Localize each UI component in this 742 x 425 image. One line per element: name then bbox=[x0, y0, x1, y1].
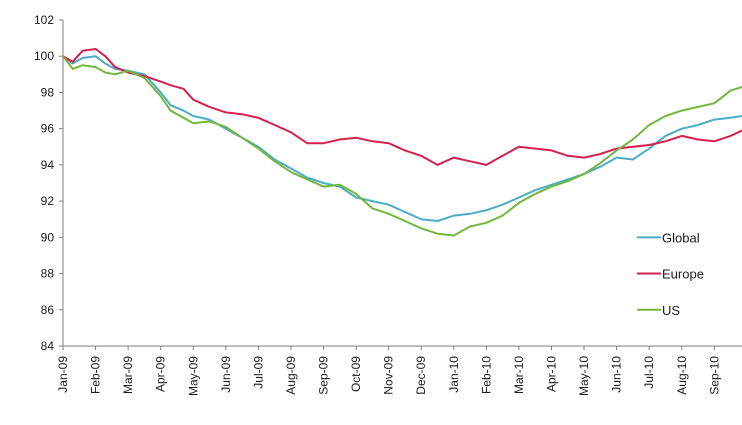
x-tick-label: Jan-09 bbox=[56, 356, 70, 393]
series-layer bbox=[62, 48, 742, 237]
series-line-europe bbox=[62, 48, 742, 166]
x-tick-label: May-10 bbox=[577, 356, 591, 396]
x-tick-label: Dec-09 bbox=[414, 356, 428, 395]
y-tick-label: 90 bbox=[41, 230, 55, 244]
x-tick-label: Nov-09 bbox=[382, 356, 396, 395]
x-tick-label: May-09 bbox=[186, 356, 200, 396]
series-line-global bbox=[62, 55, 742, 222]
legend-label-global: Global bbox=[662, 230, 700, 245]
x-tick-label: Jun-09 bbox=[219, 356, 233, 393]
legend-label-us: US bbox=[662, 303, 680, 318]
y-tick-label: 84 bbox=[41, 339, 55, 353]
x-tick-label: Aug-10 bbox=[675, 356, 689, 395]
x-tick-label: Jul-09 bbox=[251, 356, 265, 389]
x-tick-label: Mar-09 bbox=[121, 356, 135, 394]
legend-label-europe: Europe bbox=[662, 267, 704, 282]
x-axis: Jan-09 Feb-09 Mar-09 Apr-09 May-09 Jun-09 Jul-… bbox=[56, 345, 742, 396]
y-tick-label: 102 bbox=[34, 13, 54, 27]
x-tick-label: Feb-10 bbox=[479, 356, 493, 394]
y-tick-label: 100 bbox=[34, 49, 54, 63]
x-tick-label: Jun-10 bbox=[610, 356, 624, 393]
y-tick-label: 96 bbox=[41, 122, 55, 136]
x-tick-label: Oct-09 bbox=[349, 356, 363, 392]
y-tick-label: 92 bbox=[41, 194, 55, 208]
y-tick-label: 98 bbox=[41, 85, 55, 99]
y-tick-label: 94 bbox=[41, 158, 55, 172]
x-tick-label: Aug-09 bbox=[284, 356, 298, 395]
x-tick-label: Apr-09 bbox=[154, 356, 168, 392]
legend: Global Europe US bbox=[637, 230, 704, 318]
series-line-us bbox=[62, 55, 742, 237]
x-tick-label: Jul-10 bbox=[642, 356, 656, 389]
x-tick-label: Mar-10 bbox=[512, 356, 526, 394]
x-tick-label: Sep-10 bbox=[707, 356, 721, 395]
x-tick-label: Sep-09 bbox=[317, 356, 331, 395]
y-tick-label: 86 bbox=[41, 303, 55, 317]
x-tick-label: Jan-10 bbox=[447, 356, 461, 393]
x-tick-label: Feb-09 bbox=[89, 356, 103, 394]
y-axis: 84 86 88 90 92 94 96 98 100 102 bbox=[34, 13, 64, 353]
x-tick-label: Apr-10 bbox=[544, 356, 558, 392]
y-tick-label: 88 bbox=[41, 267, 55, 281]
